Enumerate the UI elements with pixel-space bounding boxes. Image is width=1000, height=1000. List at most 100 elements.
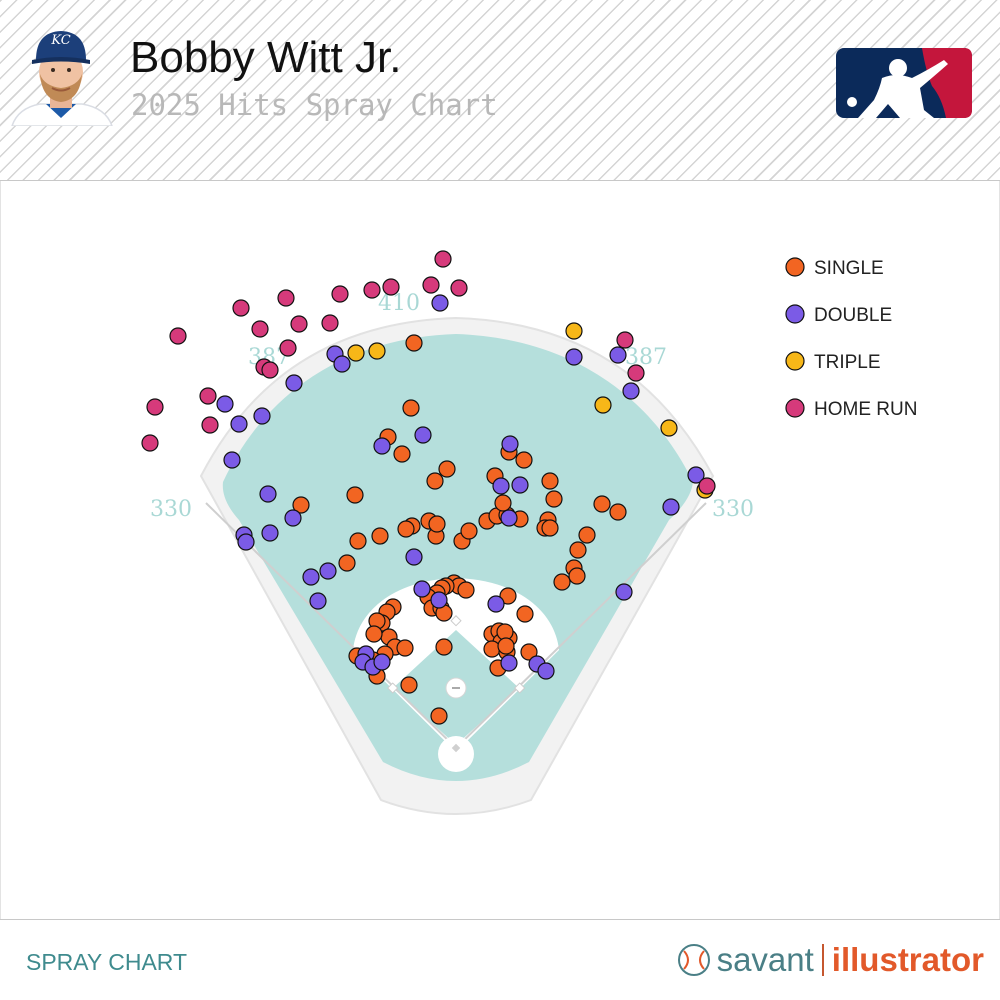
second-base: [450, 615, 462, 627]
hit-point-home-run: [261, 361, 279, 379]
team-cap-letters: KC: [50, 33, 70, 48]
hit-point-home-run: [277, 289, 295, 307]
legend-swatch-triple: [785, 351, 805, 371]
hit-point-double: [261, 524, 279, 542]
hit-point-single: [609, 503, 627, 521]
hit-point-home-run: [363, 281, 381, 299]
hit-point-home-run: [199, 387, 217, 405]
hit-point-double: [662, 498, 680, 516]
hit-point-single: [553, 573, 571, 591]
hit-point-double: [223, 451, 241, 469]
hit-point-single: [346, 486, 364, 504]
hit-point-double: [284, 509, 302, 527]
hit-point-single: [393, 445, 411, 463]
pitching-rubber: [452, 687, 460, 689]
right-foul-line: [455, 502, 707, 749]
hit-point-double: [373, 653, 391, 671]
hit-point-single: [460, 522, 478, 540]
hit-point-single: [402, 399, 420, 417]
hit-point-single: [520, 643, 538, 661]
hit-point-single: [569, 541, 587, 559]
hit-point-double: [413, 580, 431, 598]
hit-point-single: [545, 490, 563, 508]
hit-point-triple: [347, 344, 365, 362]
spray-chart-area: 330 387 410 387 330 SINGLE DOUBLE TRIPLE HO…: [0, 181, 1000, 919]
home-plate: [451, 743, 461, 753]
hit-point-double: [253, 407, 271, 425]
hit-point-triple: [660, 419, 678, 437]
hit-point-home-run: [232, 299, 250, 317]
hit-point-double: [237, 533, 255, 551]
hit-point-double: [430, 591, 448, 609]
hit-point-single: [515, 451, 533, 469]
home-plate-circle: [438, 736, 474, 772]
hit-point-double: [373, 437, 391, 455]
third-base: [387, 682, 399, 694]
distance-right-line: 330: [712, 497, 754, 522]
hit-point-double: [405, 548, 423, 566]
outfield-grass: [222, 334, 694, 781]
footer-label: SPRAY CHART: [26, 949, 188, 975]
team-logo: KC: [50, 33, 70, 48]
hit-point-double: [537, 662, 555, 680]
distance-center: 410: [378, 291, 420, 316]
spray-chart: 330 387 410 387 330 SINGLEDOUBLETRIPLEHO…: [141, 250, 917, 815]
hit-point-triple: [368, 342, 386, 360]
hit-point-single: [430, 707, 448, 725]
hit-point-single: [292, 496, 310, 514]
hit-point-home-run: [698, 477, 716, 495]
first-base: [514, 682, 526, 694]
legend-label-home-run: HOME RUN: [814, 399, 917, 420]
hit-point-double: [309, 592, 327, 610]
hit-point-single: [497, 637, 515, 655]
hit-point-home-run: [251, 320, 269, 338]
player-avatar: [11, 31, 113, 126]
mlb-logo-icon: [836, 48, 972, 118]
hit-point-single: [499, 587, 517, 605]
hit-point-single: [568, 567, 586, 585]
hit-point-single: [438, 460, 456, 478]
baseball-icon: [677, 944, 710, 976]
hit-point-home-run: [331, 285, 349, 303]
hit-point-home-run: [141, 434, 159, 452]
legend-swatch-single: [785, 257, 805, 277]
hit-point-home-run: [627, 364, 645, 382]
hit-point-home-run: [146, 398, 164, 416]
brand-illustrator: illustrator: [831, 941, 984, 978]
hit-point-double: [500, 509, 518, 527]
hit-point-single: [541, 519, 559, 537]
hit-point-home-run: [279, 339, 297, 357]
legend-label-single: SINGLE: [814, 258, 884, 279]
hit-point-double: [487, 595, 505, 613]
hit-point-single: [457, 581, 475, 599]
hit-point-double: [285, 374, 303, 392]
hit-point-double: [414, 426, 432, 444]
player-name: Bobby Witt Jr.: [130, 33, 402, 82]
hit-point-single: [541, 472, 559, 490]
hit-point-single: [396, 639, 414, 657]
hit-point-double: [431, 294, 449, 312]
hit-points: [141, 250, 716, 725]
hit-point-home-run: [201, 416, 219, 434]
brand-savant: savant: [716, 941, 814, 978]
hit-point-home-run: [321, 314, 339, 332]
hit-point-double: [609, 346, 627, 364]
hit-point-home-run: [616, 331, 634, 349]
hit-point-double: [492, 477, 510, 495]
legend-label-triple: TRIPLE: [814, 352, 881, 373]
hit-point-triple: [565, 322, 583, 340]
brand-separator: [821, 944, 824, 976]
hit-point-double: [501, 435, 519, 453]
legend: SINGLE DOUBLE TRIPLE HOME RUN: [785, 257, 917, 420]
hit-point-single: [516, 605, 534, 623]
hit-point-single: [578, 526, 596, 544]
hit-point-double: [511, 476, 529, 494]
hit-point-single: [365, 625, 383, 643]
hit-point-single: [400, 676, 418, 694]
hit-point-single: [494, 494, 512, 512]
legend-label-double: DOUBLE: [814, 305, 892, 326]
hit-point-double: [687, 466, 705, 484]
hit-point-single: [428, 515, 446, 533]
hit-point-double: [565, 348, 583, 366]
hit-point-single: [338, 554, 356, 572]
